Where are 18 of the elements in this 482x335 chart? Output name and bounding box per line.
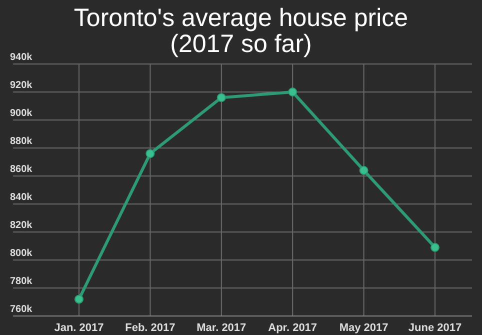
y-tick-label: 820k [10,220,33,231]
y-tick-label: 900k [10,108,33,119]
x-tick-label: Mar. 2017 [196,322,246,334]
x-tick-label: May 2017 [339,322,388,334]
y-tick-label: 780k [10,276,33,287]
chart-subtitle: (2017 so far) [170,30,312,58]
y-tick-label: 940k [10,52,33,63]
x-tick-label: June 2017 [408,322,462,334]
y-tick-label: 920k [10,80,33,91]
y-tick-label: 860k [10,164,33,175]
chart-title: Toronto's average house price [74,4,408,32]
y-tick-label: 840k [10,192,33,203]
x-tick-label: Jan. 2017 [54,322,104,334]
x-tick-label: Feb. 2017 [125,322,176,334]
y-tick-label: 760k [10,304,33,315]
y-tick-label: 880k [10,136,33,147]
y-tick-label: 800k [10,248,33,259]
x-tick-label: Apr. 2017 [268,322,318,334]
